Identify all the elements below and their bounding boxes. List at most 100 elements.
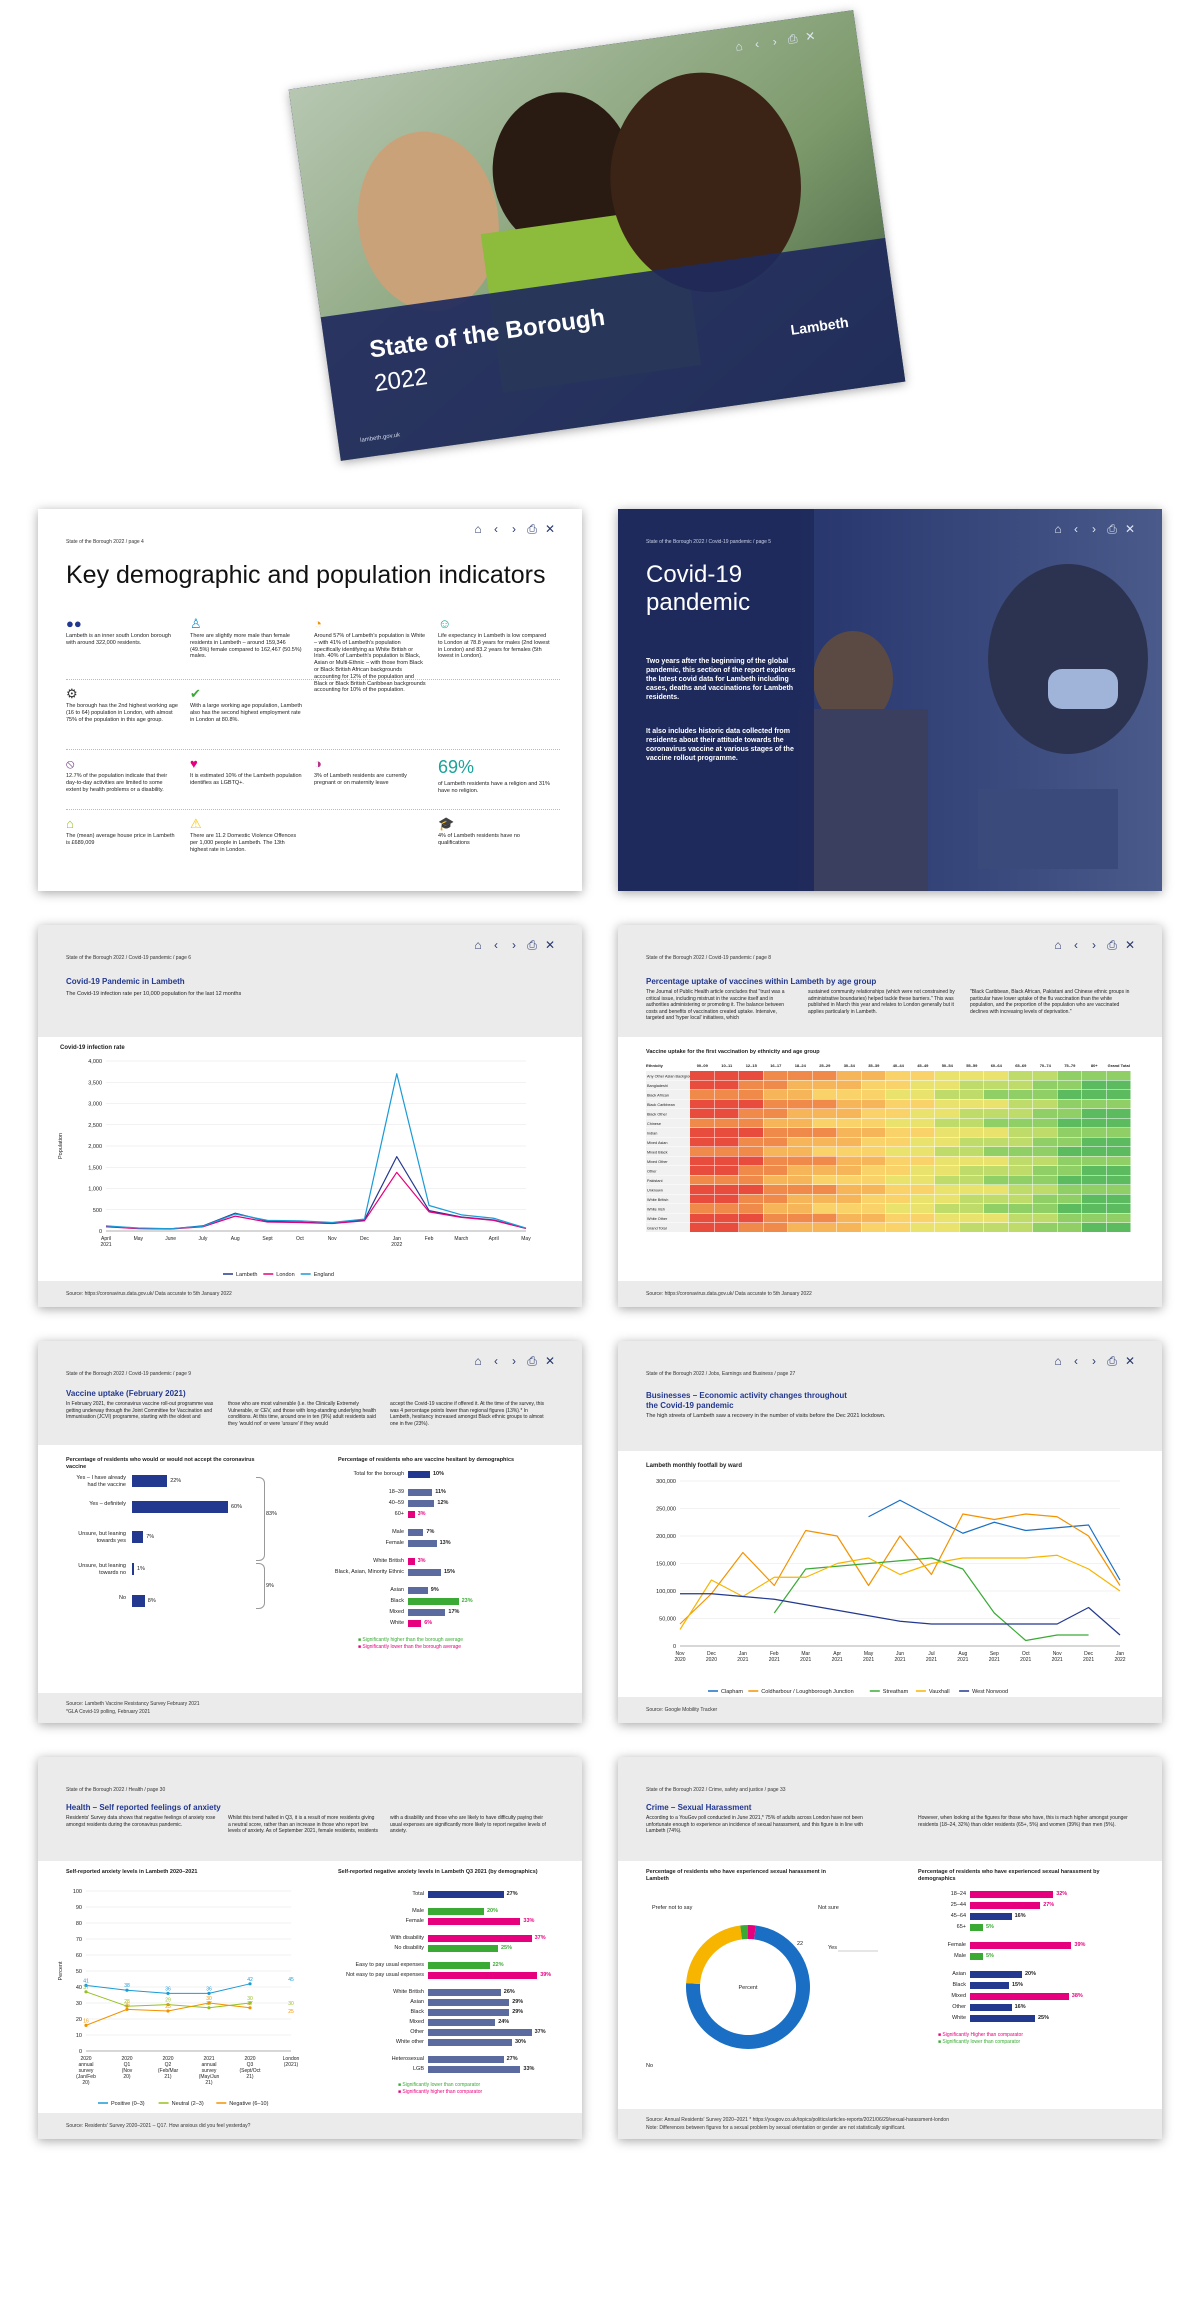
bar-value: 37% [534, 1935, 546, 1941]
heatmap-cell [1057, 1118, 1082, 1128]
donut-slice [686, 1925, 742, 1984]
home-icon[interactable]: ⌂ [734, 38, 744, 54]
close-icon[interactable]: ✕ [544, 1354, 556, 1368]
heatmap-cell [788, 1204, 812, 1213]
source-note-2: *GLA Covid-19 polling, February 2021 [66, 1709, 151, 1715]
heatmap-cell [714, 1090, 739, 1099]
indicator-cell: ✔ With a large working age population, La… [190, 687, 302, 723]
chevron-left-icon[interactable]: ‹ [494, 1354, 498, 1368]
data-label: 30 [206, 1996, 212, 2002]
chevron-left-icon[interactable]: ‹ [1074, 1354, 1078, 1368]
heatmap-cell [861, 1118, 886, 1128]
heatmap-cell [788, 1194, 812, 1204]
value-yes: 22 [797, 1941, 803, 1947]
x-tick-label: May [521, 1236, 531, 1242]
heatmap-cell [959, 1194, 984, 1204]
close-icon[interactable]: ✕ [1124, 938, 1136, 952]
source-note: Source: Google Mobility Tracker [646, 1707, 718, 1713]
heatmap-row-label-bg [646, 1156, 690, 1166]
bar-value: 15% [444, 1569, 456, 1575]
close-icon[interactable]: ✕ [544, 522, 556, 536]
heatmap-cell [837, 1223, 861, 1232]
heatmap-cell [886, 1223, 910, 1232]
heatmap-cell [739, 1128, 763, 1137]
chevron-right-icon[interactable]: › [1092, 522, 1096, 536]
home-icon[interactable]: ⌂ [1054, 938, 1062, 952]
home-icon[interactable]: ⌂ [474, 938, 482, 952]
heatmap-cell [861, 1080, 886, 1090]
bar [428, 2029, 532, 2036]
data-point [84, 2023, 88, 2027]
print-icon[interactable]: ⎙ [1107, 1354, 1117, 1368]
heatmap-cell [1033, 1213, 1057, 1223]
heatmap-cell [984, 1109, 1008, 1118]
heatmap-row-label: Mixed Black [647, 1151, 668, 1155]
heatmap-row-label-bg [646, 1204, 690, 1213]
heatmap-cell [788, 1080, 812, 1090]
y-tick-label: 70 [76, 1937, 82, 1943]
heatmap-cell [959, 1137, 984, 1147]
data-point [84, 1990, 88, 1994]
heatmap-row-label-bg [646, 1128, 690, 1137]
bar-label: 18–39 [388, 1489, 404, 1495]
bar [132, 1501, 228, 1513]
print-icon[interactable]: ⎙ [1107, 938, 1117, 952]
chevron-left-icon[interactable]: ‹ [494, 522, 498, 536]
heatmap-row-label-bg [646, 1080, 690, 1090]
chevron-right-icon[interactable]: › [512, 938, 516, 952]
bar-value: 39% [540, 1972, 552, 1978]
heatmap-cell [910, 1204, 935, 1213]
print-icon[interactable]: ⎙ [1107, 522, 1117, 536]
heatmap-cell [788, 1090, 812, 1099]
close-icon[interactable]: ✕ [544, 938, 556, 952]
chevron-right-icon[interactable]: › [512, 1354, 516, 1368]
heatmap-cell [861, 1185, 886, 1194]
chevron-right-icon[interactable]: › [771, 34, 778, 49]
heatmap-cell [1008, 1204, 1033, 1213]
text-col-2: Whilst this trend halted in Q3, it is a … [228, 1815, 378, 1834]
bar-value: 10% [433, 1471, 445, 1477]
heatmap-row-label-bg [646, 1109, 690, 1118]
bar-value: 27% [1043, 1902, 1055, 1908]
print-icon[interactable]: ⎙ [527, 1354, 537, 1368]
close-icon[interactable]: ✕ [1124, 522, 1136, 536]
home-icon[interactable]: ⌂ [474, 1354, 482, 1368]
print-icon[interactable]: ⎙ [527, 938, 537, 952]
heatmap-cell [1008, 1128, 1033, 1137]
chevron-right-icon[interactable]: › [512, 522, 516, 536]
print-icon[interactable]: ⎙ [786, 31, 799, 47]
heatmap-cell [1033, 1128, 1057, 1137]
chevron-left-icon[interactable]: ‹ [494, 938, 498, 952]
print-icon[interactable]: ⎙ [527, 522, 537, 536]
heatmap-cell [739, 1156, 763, 1166]
heatmap-cell [763, 1223, 788, 1232]
heatmap-cell [886, 1099, 910, 1109]
chevron-left-icon[interactable]: ‹ [1074, 522, 1078, 536]
chevron-left-icon[interactable]: ‹ [753, 36, 760, 52]
chevron-right-icon[interactable]: › [1092, 1354, 1096, 1368]
bar-label: Male [392, 1529, 404, 1535]
bar-value: 11% [435, 1489, 446, 1495]
heatmap-column-header: 70–74 [1040, 1063, 1052, 1068]
chevron-left-icon[interactable]: ‹ [1074, 938, 1078, 952]
y-tick-label: 60 [76, 1953, 82, 1959]
close-icon[interactable]: ✕ [1124, 1354, 1136, 1368]
group-yes-value: 83% [266, 1511, 278, 1517]
series-line-streatham [773, 1557, 1089, 1642]
series-line-london [105, 1171, 527, 1230]
heatmap-cell [812, 1156, 837, 1166]
heatmap-cell [910, 1147, 935, 1156]
heatmap-row-label-bg [646, 1099, 690, 1109]
heatmap-cell [1008, 1185, 1033, 1194]
home-icon[interactable]: ⌂ [474, 522, 482, 536]
home-icon[interactable]: ⌂ [1054, 522, 1062, 536]
bar-value: 38% [1071, 1993, 1083, 1999]
heatmap-cell [984, 1194, 1008, 1204]
heatmap-cell [886, 1118, 910, 1128]
close-icon[interactable]: ✕ [804, 28, 817, 44]
heatmap-cell [910, 1223, 935, 1232]
data-point [166, 1991, 170, 1995]
home-icon[interactable]: ⌂ [1054, 1354, 1062, 1368]
heatmap-cell [739, 1194, 763, 1204]
chevron-right-icon[interactable]: › [1092, 938, 1096, 952]
